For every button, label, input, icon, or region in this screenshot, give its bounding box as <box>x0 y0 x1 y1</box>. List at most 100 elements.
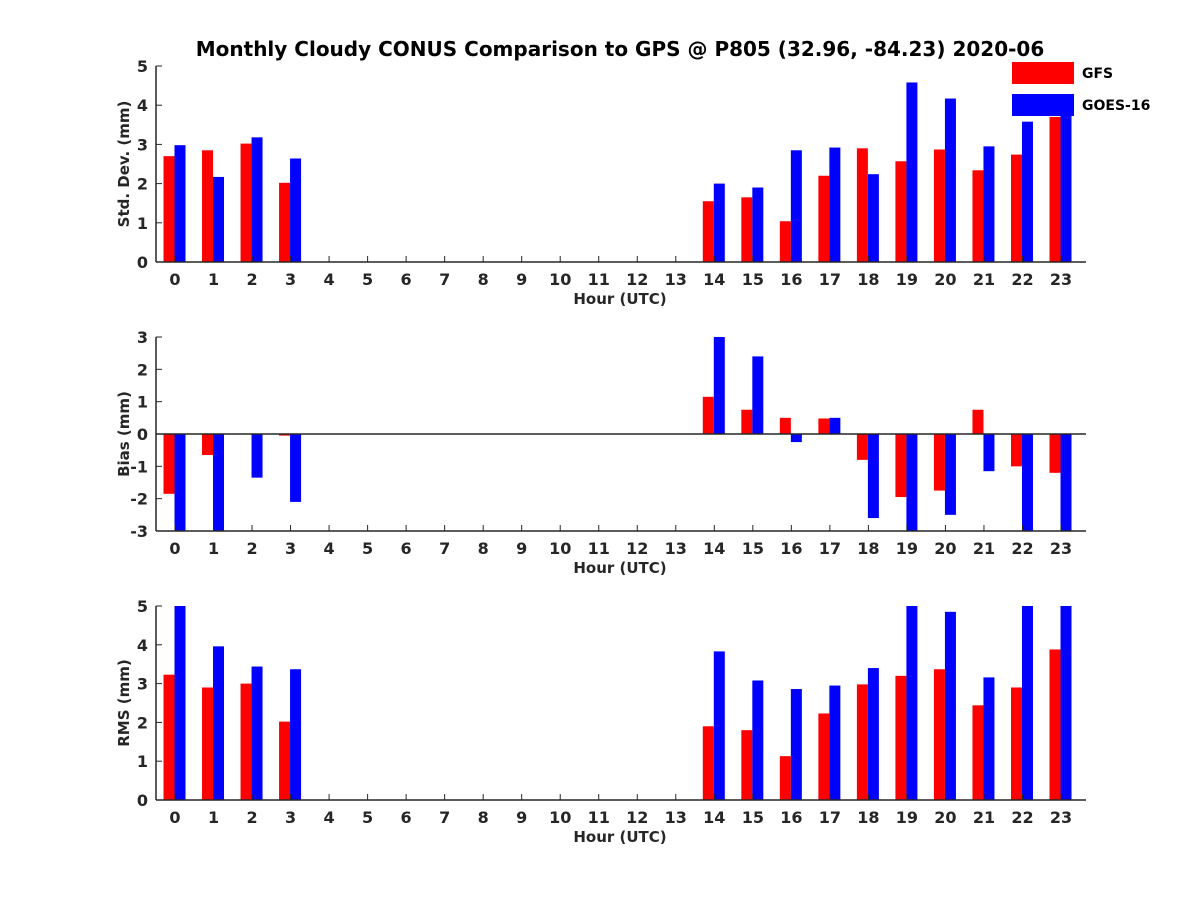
legend-label-goes-16: GOES-16 <box>1082 98 1150 114</box>
x-tick-label: 19 <box>896 808 918 827</box>
x-tick-label: 13 <box>665 808 687 827</box>
y-tick-label: 3 <box>137 135 148 154</box>
x-tick-label: 0 <box>169 808 180 827</box>
y-axis-label: RMS (mm) <box>115 659 133 746</box>
bar-1-gfs-14 <box>702 396 714 434</box>
x-tick-label: 22 <box>1011 539 1033 558</box>
x-tick-label: 23 <box>1050 539 1072 558</box>
bar-0-gfs-17 <box>818 175 830 262</box>
x-tick-label: 21 <box>973 270 995 289</box>
y-tick-label: 1 <box>137 393 148 412</box>
bar-0-goes-16-14 <box>713 183 725 262</box>
bar-0-gfs-20 <box>933 149 945 262</box>
x-tick-label: 23 <box>1050 808 1072 827</box>
bar-2-goes-16-17 <box>829 685 841 800</box>
x-tick-label: 5 <box>362 539 373 558</box>
bar-1-goes-16-18 <box>867 434 879 519</box>
bar-1-goes-16-0 <box>174 434 186 531</box>
x-tick-label: 18 <box>857 270 879 289</box>
legend: GFS GOES-16 <box>1012 62 1150 116</box>
x-tick-label: 6 <box>401 270 412 289</box>
x-tick-label: 0 <box>169 270 180 289</box>
bar-0-gfs-19 <box>895 161 907 262</box>
x-tick-label: 4 <box>324 808 335 827</box>
y-tick-label: 2 <box>137 360 148 379</box>
x-tick-label: 14 <box>703 539 725 558</box>
bar-0-gfs-2 <box>240 143 252 262</box>
x-tick-label: 20 <box>934 539 956 558</box>
x-tick-label: 15 <box>742 808 764 827</box>
x-tick-label: 20 <box>934 270 956 289</box>
x-tick-label: 11 <box>588 808 610 827</box>
bar-1-goes-16-19 <box>906 434 918 531</box>
x-tick-label: 9 <box>516 539 527 558</box>
bar-0-goes-16-22 <box>1021 121 1033 262</box>
x-tick-label: 10 <box>549 270 571 289</box>
bar-2-goes-16-0 <box>174 606 186 800</box>
x-tick-label: 7 <box>439 539 450 558</box>
x-tick-label: 5 <box>362 270 373 289</box>
x-tick-label: 8 <box>478 539 489 558</box>
x-tick-label: 2 <box>246 539 257 558</box>
x-tick-label: 17 <box>819 539 841 558</box>
x-axis-label: Hour (UTC) <box>573 559 666 577</box>
bar-0-gfs-0 <box>163 156 175 262</box>
legend-label-gfs: GFS <box>1082 66 1113 82</box>
y-tick-label: 2 <box>137 175 148 194</box>
x-tick-label: 11 <box>588 270 610 289</box>
bar-1-gfs-15 <box>741 409 753 434</box>
bar-1-gfs-22 <box>1010 434 1022 467</box>
x-tick-label: 17 <box>819 808 841 827</box>
x-tick-label: 1 <box>208 270 219 289</box>
bar-0-gfs-16 <box>779 221 791 262</box>
x-tick-label: 8 <box>478 808 489 827</box>
bar-0-goes-16-0 <box>174 145 186 262</box>
x-tick-label: 10 <box>549 539 571 558</box>
bar-2-gfs-3 <box>279 721 291 800</box>
bar-0-goes-16-16 <box>790 150 802 262</box>
bar-0-gfs-21 <box>972 170 984 262</box>
x-tick-label: 12 <box>626 539 648 558</box>
bar-0-goes-16-1 <box>213 176 225 262</box>
bar-0-goes-16-17 <box>829 147 841 262</box>
x-tick-label: 17 <box>819 270 841 289</box>
x-tick-label: 6 <box>401 808 412 827</box>
bar-1-goes-16-3 <box>290 434 302 502</box>
x-tick-label: 12 <box>626 270 648 289</box>
x-tick-label: 1 <box>208 539 219 558</box>
x-tick-label: 9 <box>516 270 527 289</box>
bar-2-gfs-17 <box>818 713 830 800</box>
x-tick-label: 15 <box>742 270 764 289</box>
bar-2-gfs-1 <box>202 687 214 800</box>
bar-0-gfs-23 <box>1049 116 1061 263</box>
bar-1-gfs-21 <box>972 409 984 434</box>
x-tick-label: 7 <box>439 808 450 827</box>
bar-1-gfs-19 <box>895 434 907 498</box>
x-tick-label: 2 <box>246 808 257 827</box>
bar-2-gfs-18 <box>856 684 868 800</box>
bar-1-goes-16-16 <box>790 434 802 443</box>
x-tick-label: 3 <box>285 270 296 289</box>
bar-2-gfs-15 <box>741 730 753 800</box>
legend-swatch-gfs <box>1012 62 1074 84</box>
x-tick-label: 8 <box>478 270 489 289</box>
y-tick-label: 4 <box>137 96 148 115</box>
bar-2-goes-16-2 <box>251 666 263 800</box>
bar-0-goes-16-20 <box>944 98 956 262</box>
y-tick-label: 2 <box>137 713 148 732</box>
bar-0-gfs-22 <box>1010 154 1022 262</box>
bar-2-goes-16-19 <box>906 606 918 800</box>
bar-2-goes-16-20 <box>944 611 956 800</box>
bar-1-goes-16-23 <box>1060 434 1072 531</box>
x-axis-label: Hour (UTC) <box>573 828 666 846</box>
x-tick-label: 4 <box>324 539 335 558</box>
bar-2-goes-16-14 <box>713 651 725 800</box>
x-tick-label: 14 <box>703 270 725 289</box>
bar-2-goes-16-3 <box>290 669 302 800</box>
x-tick-label: 21 <box>973 539 995 558</box>
bar-1-gfs-0 <box>163 434 175 494</box>
x-tick-label: 11 <box>588 539 610 558</box>
